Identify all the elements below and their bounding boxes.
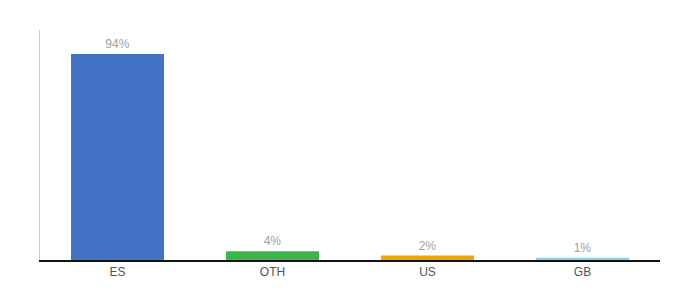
svg-text:2%: 2% xyxy=(419,239,437,253)
svg-text:1%: 1% xyxy=(574,241,592,255)
svg-text:US: US xyxy=(419,265,436,279)
svg-text:OTH: OTH xyxy=(260,265,285,279)
svg-text:GB: GB xyxy=(574,265,591,279)
svg-text:94%: 94% xyxy=(105,37,129,51)
svg-text:ES: ES xyxy=(109,265,125,279)
svg-text:4%: 4% xyxy=(264,234,282,248)
